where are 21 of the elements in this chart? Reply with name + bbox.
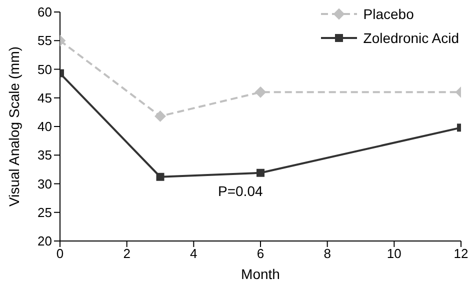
legend-label: Zoledronic Acid <box>363 30 459 46</box>
x-tick-label: 8 <box>324 246 331 262</box>
legend-label: Placebo <box>363 6 414 22</box>
y-tick-label: 40 <box>38 119 52 134</box>
y-tick-label: 35 <box>38 148 52 163</box>
x-tick-label: 10 <box>386 246 402 262</box>
y-tick-label: 20 <box>38 234 52 249</box>
x-axis-title: Month <box>241 266 280 282</box>
y-tick-label: 30 <box>38 176 52 192</box>
x-tick-label: 4 <box>190 246 198 262</box>
x-tick-label: 12 <box>454 246 468 262</box>
annotation: P=0.04 <box>218 183 263 199</box>
y-tick-label: 45 <box>38 90 52 106</box>
x-tick-label: 2 <box>123 246 130 262</box>
y-tick-label: 55 <box>38 33 52 48</box>
x-tick-label: 6 <box>256 246 264 262</box>
y-axis-title: Visual Analog Scale (mm) <box>6 46 22 206</box>
x-tick-label: 0 <box>56 246 64 262</box>
y-tick-label: 50 <box>38 62 52 77</box>
y-tick-label: 25 <box>38 204 52 220</box>
y-tick-label: 60 <box>38 4 52 20</box>
